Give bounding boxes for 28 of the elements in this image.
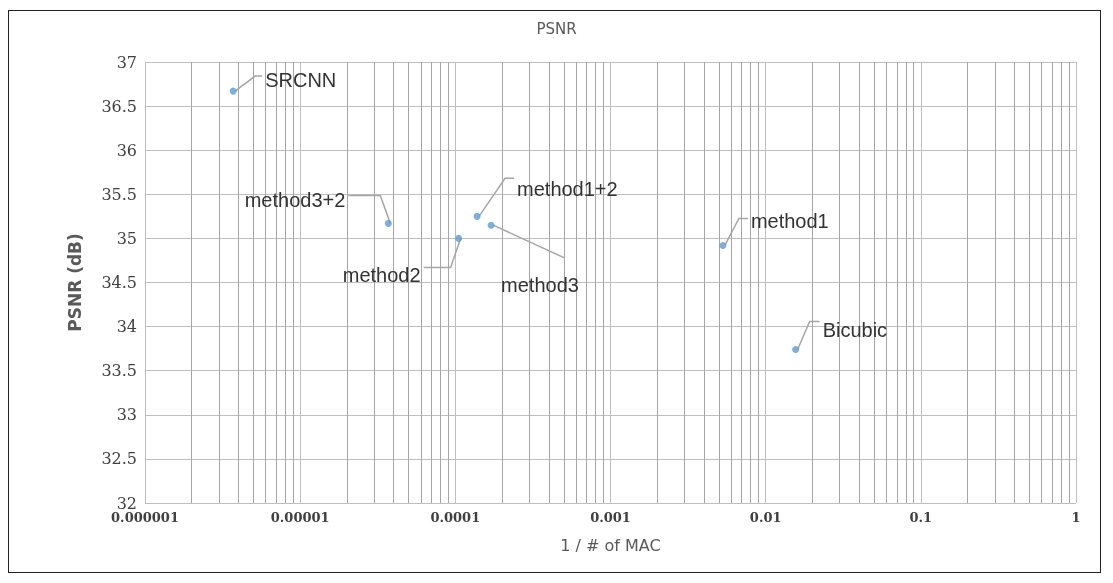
y-tick-label: 35 [116,228,137,248]
y-tick-label: 36 [116,140,137,160]
y-tick-label: 33.5 [101,361,137,381]
x-tick-label: 0.00001 [270,510,330,525]
annotation: method3+2 [244,189,346,212]
y-tick-label: 33 [116,405,137,425]
y-tick-label: 35.5 [101,184,137,204]
x-tick-label: 0.0001 [430,510,481,525]
x-tick-label: 1 [1071,510,1081,525]
y-tick-label: 34.5 [101,273,137,292]
x-tick-label: 0.01 [749,510,782,525]
annotation: Bicubic [822,318,888,341]
annotation: SRCNN [265,69,337,92]
x-tick-label: 0.000001 [111,510,179,525]
y-tick-label: 32 [116,493,137,513]
annotation: method2 [342,264,421,287]
x-axis-title: 1 / # of MAC [560,535,661,555]
annotation: method1+2 [517,178,618,201]
y-tick-label: 37 [116,52,137,72]
y-tick-label: 36.5 [101,96,137,116]
x-tick-label: 0.001 [590,510,631,525]
annotation: method3 [501,274,579,297]
x-tick-label: 0.1 [909,510,933,525]
annotation: method1 [750,210,829,233]
y-axis-title: PSNR (dB) [64,233,85,332]
y-tick-label: 32.5 [101,449,137,469]
y-tick-label: 34 [116,317,137,337]
chart-title: PSNR [536,19,577,38]
